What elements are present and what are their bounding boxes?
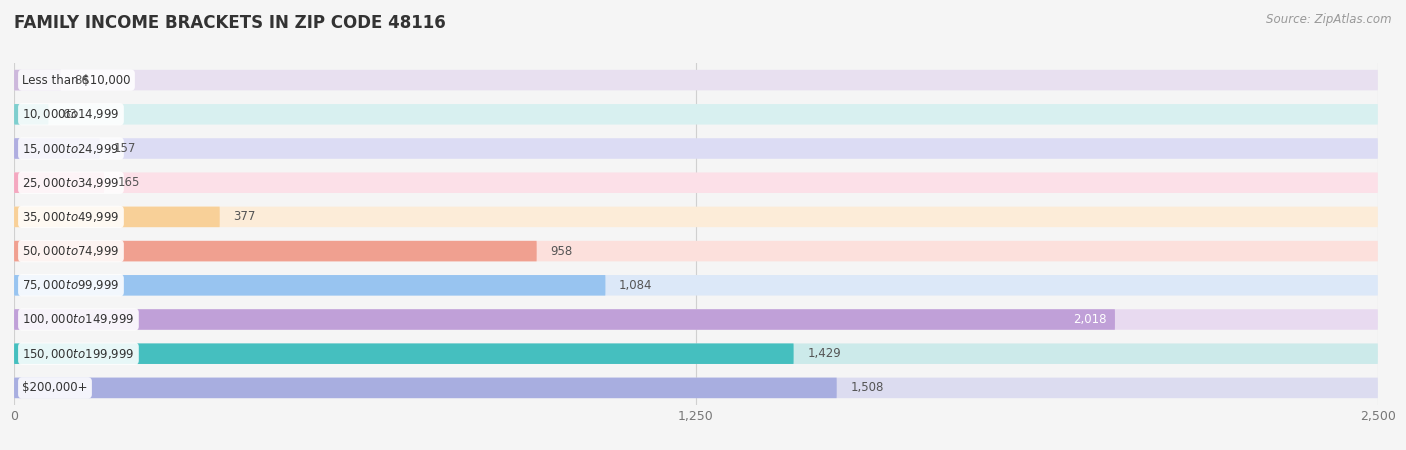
Text: $100,000 to $149,999: $100,000 to $149,999 [22, 312, 135, 327]
Text: 86: 86 [75, 74, 90, 86]
FancyBboxPatch shape [14, 275, 606, 296]
FancyBboxPatch shape [14, 343, 1378, 364]
FancyBboxPatch shape [14, 104, 48, 125]
Text: 1,429: 1,429 [807, 347, 841, 360]
FancyBboxPatch shape [14, 70, 1378, 90]
Text: $75,000 to $99,999: $75,000 to $99,999 [22, 278, 120, 293]
FancyBboxPatch shape [14, 309, 1115, 330]
FancyBboxPatch shape [14, 309, 1378, 330]
Text: Source: ZipAtlas.com: Source: ZipAtlas.com [1267, 14, 1392, 27]
FancyBboxPatch shape [14, 275, 1378, 296]
FancyBboxPatch shape [14, 241, 1378, 261]
Text: 958: 958 [550, 245, 572, 257]
Text: $200,000+: $200,000+ [22, 382, 87, 394]
FancyBboxPatch shape [14, 172, 1378, 193]
FancyBboxPatch shape [14, 138, 1378, 159]
Text: $15,000 to $24,999: $15,000 to $24,999 [22, 141, 120, 156]
Text: $50,000 to $74,999: $50,000 to $74,999 [22, 244, 120, 258]
Text: 1,508: 1,508 [851, 382, 884, 394]
FancyBboxPatch shape [14, 207, 219, 227]
Text: FAMILY INCOME BRACKETS IN ZIP CODE 48116: FAMILY INCOME BRACKETS IN ZIP CODE 48116 [14, 14, 446, 32]
Text: $35,000 to $49,999: $35,000 to $49,999 [22, 210, 120, 224]
Text: 1,084: 1,084 [619, 279, 652, 292]
Text: 63: 63 [62, 108, 77, 121]
FancyBboxPatch shape [14, 378, 1378, 398]
Text: $10,000 to $14,999: $10,000 to $14,999 [22, 107, 120, 122]
Text: 165: 165 [118, 176, 141, 189]
Text: 377: 377 [233, 211, 256, 223]
Text: $25,000 to $34,999: $25,000 to $34,999 [22, 176, 120, 190]
FancyBboxPatch shape [14, 378, 837, 398]
FancyBboxPatch shape [14, 343, 793, 364]
FancyBboxPatch shape [14, 172, 104, 193]
FancyBboxPatch shape [14, 70, 60, 90]
Text: 2,018: 2,018 [1073, 313, 1107, 326]
Text: $150,000 to $199,999: $150,000 to $199,999 [22, 346, 135, 361]
FancyBboxPatch shape [14, 104, 1378, 125]
FancyBboxPatch shape [14, 241, 537, 261]
Text: 157: 157 [114, 142, 136, 155]
FancyBboxPatch shape [14, 207, 1378, 227]
FancyBboxPatch shape [14, 138, 100, 159]
Text: Less than $10,000: Less than $10,000 [22, 74, 131, 86]
